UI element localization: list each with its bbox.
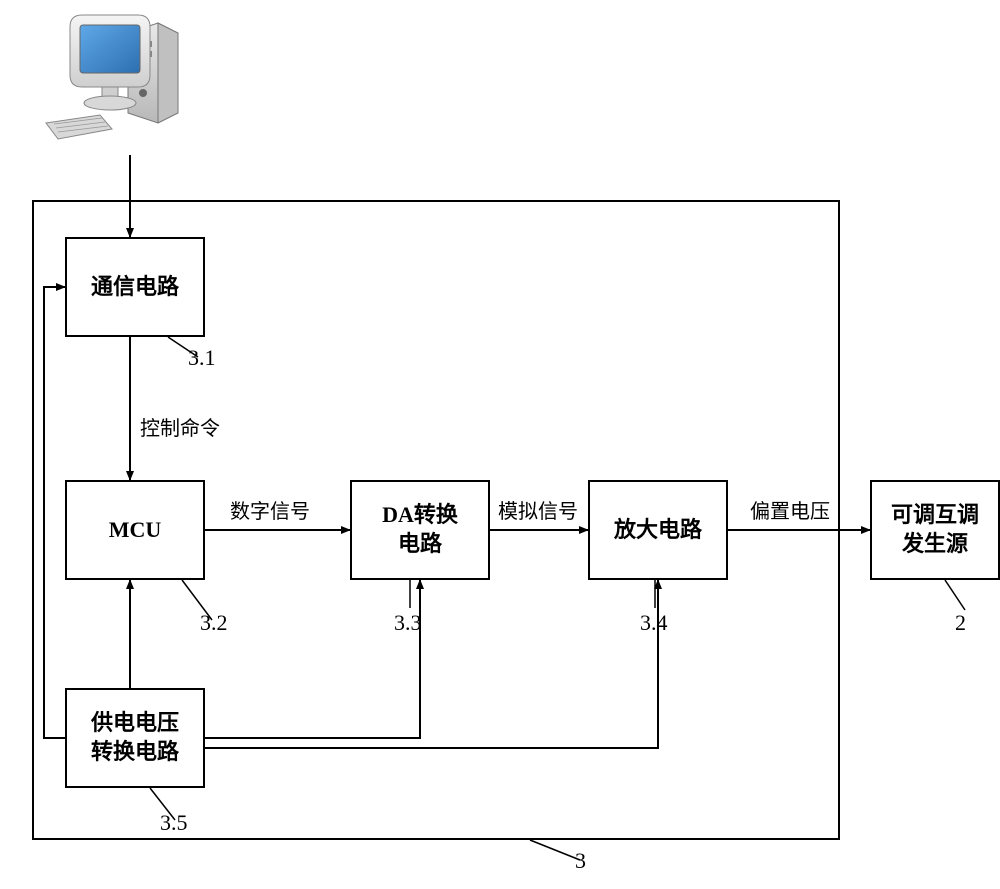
node-amp-label: 放大电路: [614, 516, 702, 545]
leader-3: [530, 840, 580, 860]
ref-3: 3: [575, 848, 586, 874]
ref-3-3: 3.3: [394, 610, 422, 636]
node-psu: 供电电压 转换电路: [65, 688, 205, 788]
node-mcu-label: MCU: [109, 516, 162, 545]
ref-3-5: 3.5: [160, 810, 188, 836]
node-da: DA转换 电路: [350, 480, 490, 580]
ref-3-2: 3.2: [200, 610, 228, 636]
node-source: 可调互调 发生源: [870, 480, 1000, 580]
ref-2: 2: [955, 610, 966, 636]
computer-icon: [40, 5, 190, 155]
node-psu-label: 供电电压 转换电路: [91, 709, 179, 766]
edge-label-ctrl-cmd: 控制命令: [140, 412, 220, 441]
edge-label-bias: 偏置电压: [750, 495, 830, 524]
diagram-canvas: 通信电路 MCU DA转换 电路 放大电路 供电电压 转换电路 可调互调 发生源…: [0, 0, 1000, 889]
node-mcu: MCU: [65, 480, 205, 580]
node-comm: 通信电路: [65, 237, 205, 337]
node-da-label: DA转换 电路: [382, 501, 458, 558]
node-comm-label: 通信电路: [91, 273, 179, 302]
node-amp: 放大电路: [588, 480, 728, 580]
edge-label-analog: 模拟信号: [498, 495, 578, 524]
node-source-label: 可调互调 发生源: [891, 501, 979, 558]
leader-2: [945, 580, 965, 610]
edge-label-digital: 数字信号: [230, 495, 310, 524]
ref-3-1: 3.1: [188, 345, 216, 371]
ref-3-4: 3.4: [640, 610, 668, 636]
